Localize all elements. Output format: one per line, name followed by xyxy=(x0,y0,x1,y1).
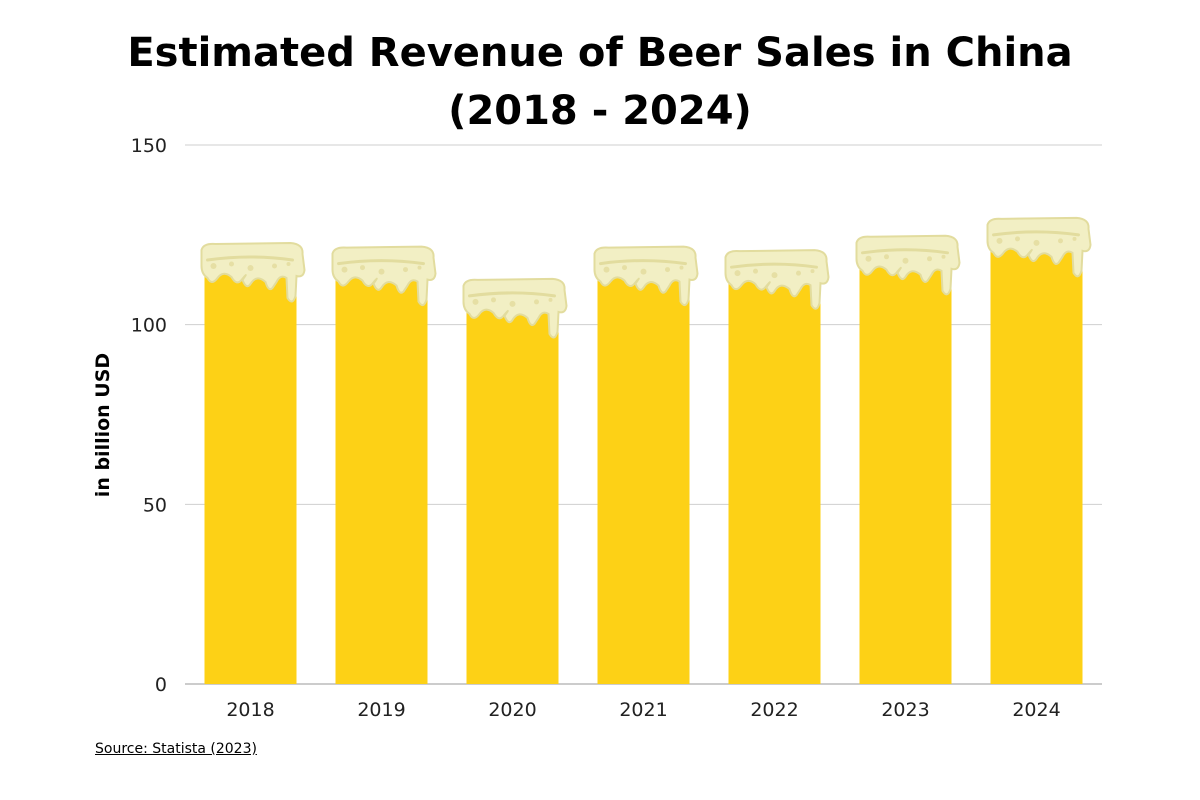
bar xyxy=(466,295,559,684)
bar-foam xyxy=(593,245,699,307)
x-tick-label: 2023 xyxy=(881,699,929,721)
bar-foam xyxy=(855,234,961,296)
bar xyxy=(204,259,297,684)
bar-foam xyxy=(724,249,830,310)
bar xyxy=(728,267,821,684)
x-tick-label: 2024 xyxy=(1012,699,1060,721)
y-axis-label: in billion USD xyxy=(92,352,114,498)
bar-foam xyxy=(462,277,568,339)
x-tick-label: 2019 xyxy=(357,699,405,721)
y-tick-label: 150 xyxy=(131,135,167,157)
x-tick-label: 2020 xyxy=(488,699,536,721)
x-axis-ticks: 2018 2019 2020 2021 2022 2023 2024 xyxy=(226,699,1060,721)
bar-foam xyxy=(200,241,306,303)
y-tick-label: 50 xyxy=(143,494,167,516)
bar-foam xyxy=(331,245,437,307)
x-tick-label: 2021 xyxy=(619,699,667,721)
y-tick-label: 0 xyxy=(155,674,167,696)
chart-title: Estimated Revenue of Beer Sales in China… xyxy=(0,24,1200,140)
bar-foam xyxy=(986,216,1092,278)
bar xyxy=(990,234,1083,685)
y-tick-label: 100 xyxy=(131,315,167,337)
chart-title-line-1: Estimated Revenue of Beer Sales in China xyxy=(127,30,1073,76)
bar xyxy=(859,252,952,685)
x-tick-label: 2022 xyxy=(750,699,798,721)
x-tick-label: 2018 xyxy=(226,699,274,721)
bar xyxy=(597,263,690,684)
chart-title-line-2: (2018 - 2024) xyxy=(448,88,752,134)
y-axis-ticks: 0 50 100 150 xyxy=(131,135,167,696)
bar xyxy=(335,263,428,684)
bars xyxy=(200,216,1092,685)
source-note: Source: Statista (2023) xyxy=(95,741,257,757)
